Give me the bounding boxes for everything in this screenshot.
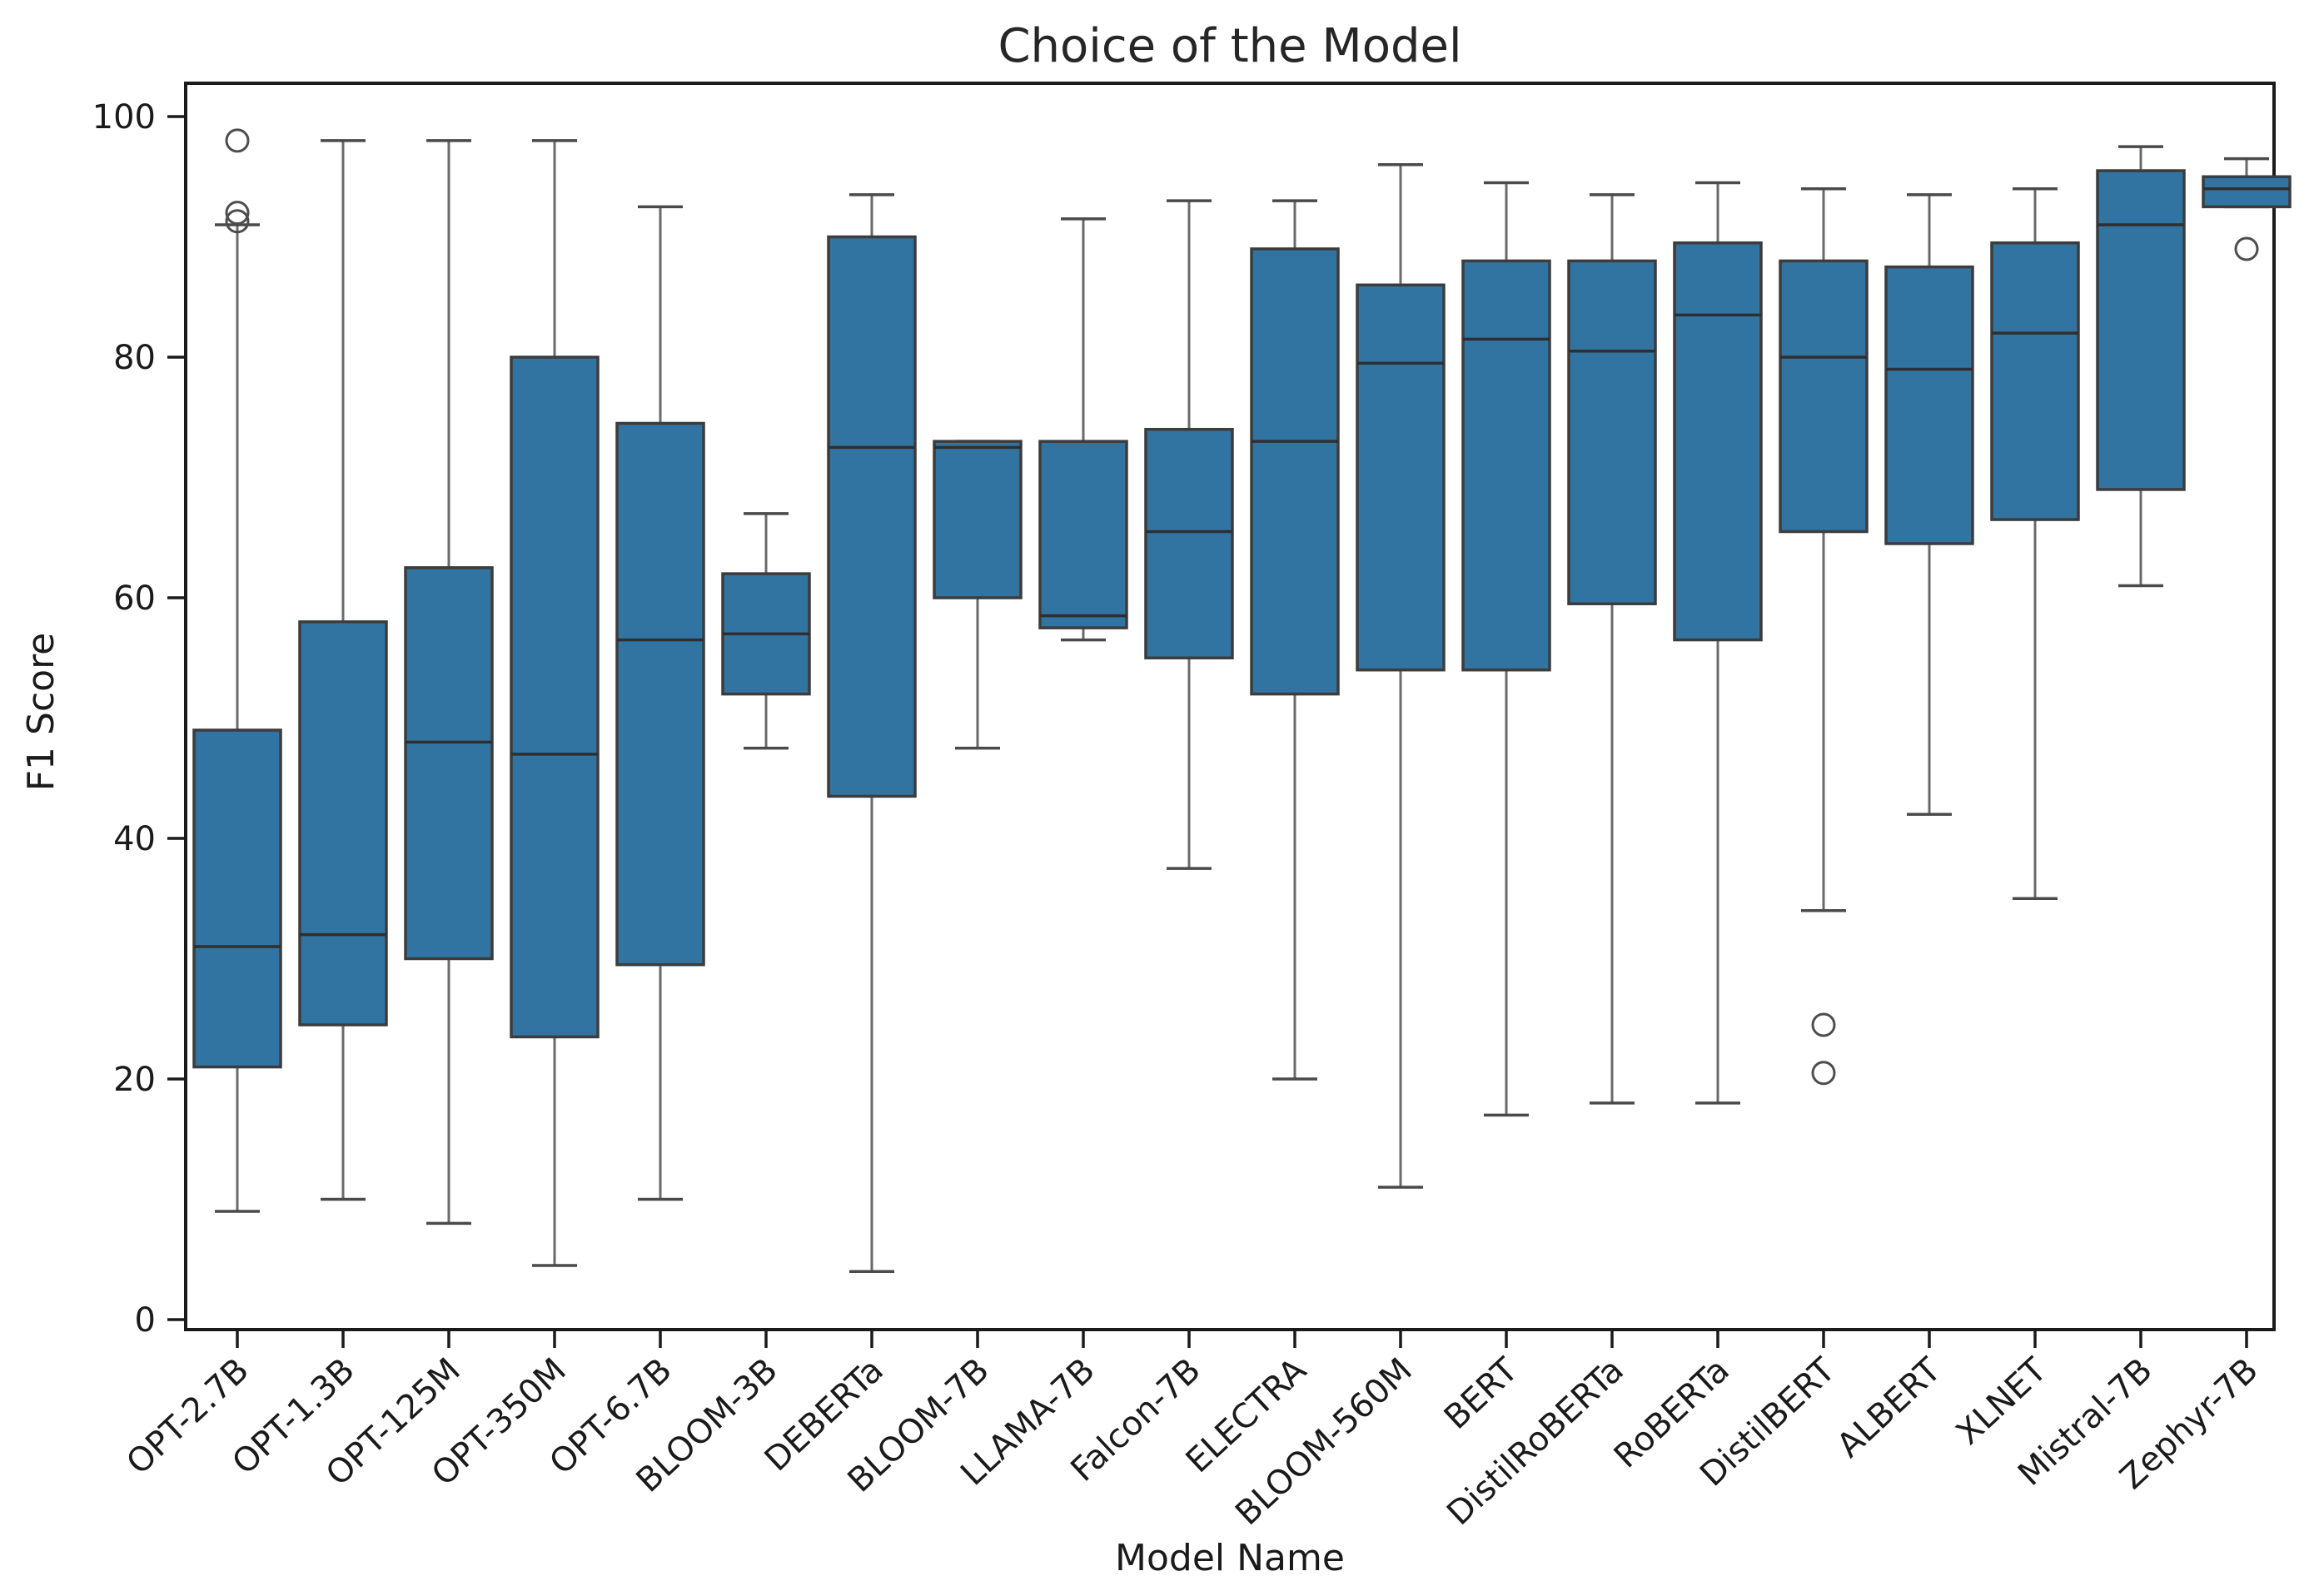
iqr-box [1673, 241, 1763, 642]
y-axis: 0 20 40 60 80 100 [92, 98, 186, 1340]
outlier-point [2234, 236, 2259, 261]
x-tick-label: ALBERT [1830, 1350, 1949, 1464]
axes-frame [184, 82, 2276, 1331]
outlier-point [1811, 1012, 1836, 1037]
iqr-box [1779, 259, 1869, 534]
y-tick-label: 20 [113, 1061, 156, 1099]
boxplot-BLOOM-3B [721, 512, 811, 750]
iqr-box [615, 421, 705, 967]
x-tick-label: BLOOM-560M [1228, 1351, 1420, 1534]
iqr-box [827, 235, 917, 798]
boxplot-ALBERT [1884, 193, 1974, 816]
outlier-point [225, 201, 250, 226]
y-tick-label: 80 [113, 339, 156, 377]
y-tick-label: 100 [92, 98, 156, 137]
y-tick-label: 0 [135, 1301, 156, 1340]
iqr-box [1144, 427, 1234, 659]
outlier-point [225, 209, 250, 234]
boxplot-DEBERTa [827, 193, 917, 1273]
iqr-box [2202, 175, 2292, 209]
x-tick-label: BERT [1437, 1350, 1525, 1437]
x-axis: OPT-2.7BOPT-1.3BOPT-125MOPT-350MOPT-6.7B… [119, 1330, 2266, 1534]
boxplot-OPT-6.7B [615, 205, 705, 1201]
iqr-box [298, 620, 388, 1027]
outlier-point [225, 128, 250, 153]
x-tick-label: XLNET [1949, 1350, 2054, 1452]
iqr-box [2096, 169, 2186, 491]
iqr-box [1250, 247, 1340, 696]
boxplot-BLOOM-7B [933, 440, 1023, 750]
iqr-box [1038, 440, 1128, 629]
boxplot-BERT [1461, 181, 1551, 1117]
boxplot-DistilBERT [1779, 186, 1869, 1086]
boxplot-OPT-2.7B [192, 128, 282, 1213]
chart-title: Choice of the Model [998, 19, 1461, 73]
iqr-box [192, 728, 282, 1069]
boxes-layer [192, 128, 2292, 1273]
boxplot-OPT-350M [510, 139, 600, 1267]
y-tick-label: 60 [113, 579, 156, 618]
iqr-box [404, 566, 494, 961]
boxplot-DistilRoBERTa [1567, 193, 1657, 1105]
boxplot-Zephyr-7B [2202, 157, 2292, 261]
boxplot-XLNET [1990, 186, 2080, 900]
iqr-box [1567, 259, 1657, 605]
iqr-box [510, 355, 600, 1039]
boxplot-ELECTRA [1250, 199, 1340, 1081]
x-tick-label: DistilRoBERTa [1440, 1351, 1631, 1534]
x-axis-title: Model Name [1115, 1537, 1345, 1579]
boxplot-Mistral-7B [2096, 145, 2186, 588]
iqr-box [1461, 259, 1551, 672]
y-tick-label: 40 [113, 820, 156, 858]
plot-area [184, 82, 2276, 1331]
boxplot-OPT-1.3B [298, 139, 388, 1201]
y-axis-title: F1 Score [20, 633, 62, 792]
boxplot-LLAMA-7B [1038, 217, 1128, 642]
iqr-box [1884, 265, 1974, 545]
boxplot-OPT-125M [404, 139, 494, 1226]
iqr-box [933, 440, 1023, 599]
boxplot-Falcon-7B [1144, 199, 1234, 870]
boxplot-BLOOM-560M [1356, 163, 1446, 1189]
iqr-box [1356, 283, 1446, 672]
boxplot-RoBERTa [1673, 181, 1763, 1105]
iqr-box [1990, 241, 2080, 521]
outlier-point [1811, 1061, 1836, 1086]
